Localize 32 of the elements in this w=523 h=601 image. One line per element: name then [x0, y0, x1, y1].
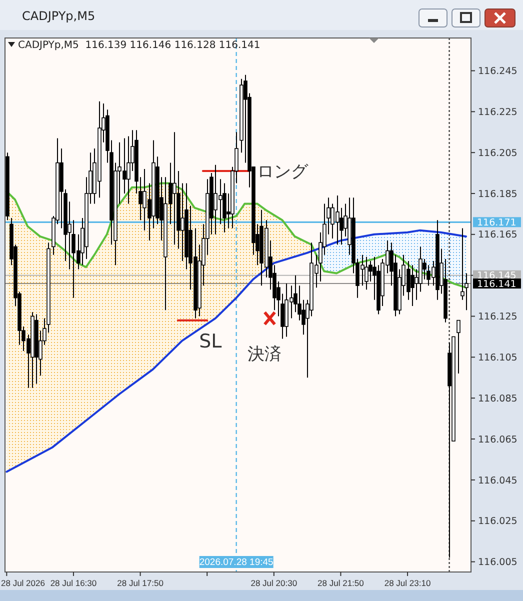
x-tick-label: 28 Jul 23:10 [384, 578, 431, 588]
y-tick-label: 116.005 [478, 557, 518, 568]
y-tick-label: 116.185 [478, 188, 518, 200]
line-series [6, 229, 467, 473]
candlestick [172, 132, 176, 246]
x-tick-label: 28 Jul 21:50 [318, 578, 364, 588]
x-tick-label: 28 Jul 17:50 [117, 578, 164, 588]
candlestick [180, 182, 184, 262]
y-tick-label: 116.085 [478, 393, 518, 404]
candlestick [364, 256, 368, 290]
annotation: 決済 [248, 344, 282, 364]
y-tick-label: 116.245 [478, 66, 518, 78]
x-tick-label: 28 Jul 16:30 [50, 578, 97, 588]
y-tick-label: 116.025 [478, 516, 518, 528]
x-tick-label: 28 Jul 20:30 [250, 578, 298, 588]
x-tick-label: 28 Jul 2026 [1, 578, 46, 588]
candlestick [410, 264, 414, 307]
y-tick-label: 116.045 [478, 475, 518, 486]
ref-line-label: 116.171 [477, 217, 516, 228]
ref-line-label: 2026.07.28 19:45 [199, 557, 274, 568]
annotation: SL [199, 330, 222, 352]
y-tick-label: 116.125 [478, 312, 518, 323]
annotation: ロング [256, 162, 309, 182]
chart-title: CADJPYp,M5 [22, 9, 96, 23]
y-tick-label: 116.225 [478, 106, 518, 118]
y-tick-label: 116.065 [478, 434, 518, 446]
y-tick-label: 116.165 [478, 230, 518, 241]
y-tick-label: 116.205 [478, 148, 518, 159]
ref-line-label: 116.141 [477, 278, 516, 290]
y-tick-label: 116.105 [478, 352, 518, 364]
candlestick [456, 320, 460, 374]
chart-subtitle: CADJPYp,M5 116.139 116.146 116.128 116.141 [18, 40, 260, 51]
